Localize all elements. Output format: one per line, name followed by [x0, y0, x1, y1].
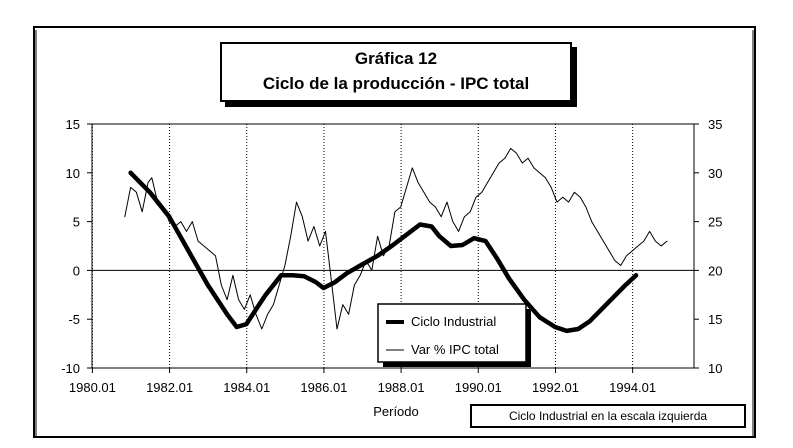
series-line-var-ipc-total	[124, 147, 668, 330]
chart-title: Gráfica 12	[354, 49, 438, 68]
y-left-tick-label-15: 15	[66, 117, 80, 132]
x-tick-label-1994.01: 1994.01	[609, 380, 656, 395]
x-axis: 1980.01 1982.01 1984.01 1986.01 1988.01 1990.…	[69, 368, 656, 395]
y-right-tick-label-10: 10	[708, 361, 722, 376]
scale-note: Ciclo Industrial en la escala izquierda	[470, 404, 746, 428]
x-tick-label-1992.01: 1992.01	[532, 380, 579, 395]
x-tick-label-1980.01: 1980.01	[69, 380, 116, 395]
y-right-tick-label-20: 20	[708, 263, 722, 278]
x-tick-label-1990.01: 1990.01	[455, 380, 502, 395]
y-left-tick-label--10: -10	[61, 361, 80, 376]
series-line-ciclo-industrial	[128, 170, 639, 334]
y-left-tick-label-5: 5	[73, 215, 80, 230]
series-group	[124, 147, 668, 334]
y-left-axis: 15 10 5 0 -5 -10	[61, 117, 92, 376]
y-right-axis: 35 30 25 20 15 10	[694, 117, 722, 376]
x-tick-label-1986.01: 1986.01	[300, 380, 347, 395]
chart-subtitle: Ciclo de la producción - IPC total	[262, 74, 530, 93]
y-left-tick-label--5: -5	[68, 312, 80, 327]
y-right-tick-label-30: 30	[708, 166, 722, 181]
x-axis-label: Período	[373, 404, 419, 419]
outer-frame	[33, 26, 756, 438]
x-tick-label-1984.01: 1984.01	[223, 380, 270, 395]
chart-title-box: Gráfica 12 Ciclo de la producción - IPC …	[220, 42, 572, 102]
y-right-tick-label-25: 25	[708, 215, 722, 230]
legend-label-ciclo-industrial: Ciclo Industrial	[411, 314, 496, 329]
legend-label-var-ipc: Var % IPC total	[411, 342, 499, 357]
y-right-tick-label-15: 15	[708, 312, 722, 327]
legend-box	[377, 303, 527, 363]
y-right-tick-label-35: 35	[708, 117, 722, 132]
y-left-tick-label-10: 10	[66, 166, 80, 181]
plot-area	[91, 123, 695, 369]
vertical-gridlines	[91, 124, 634, 368]
legend: Ciclo Industrial Var % IPC total	[377, 303, 531, 367]
x-tick-label-1982.01: 1982.01	[146, 380, 193, 395]
x-tick-label-1988.01: 1988.01	[378, 380, 425, 395]
y-left-tick-label-0: 0	[73, 263, 80, 278]
